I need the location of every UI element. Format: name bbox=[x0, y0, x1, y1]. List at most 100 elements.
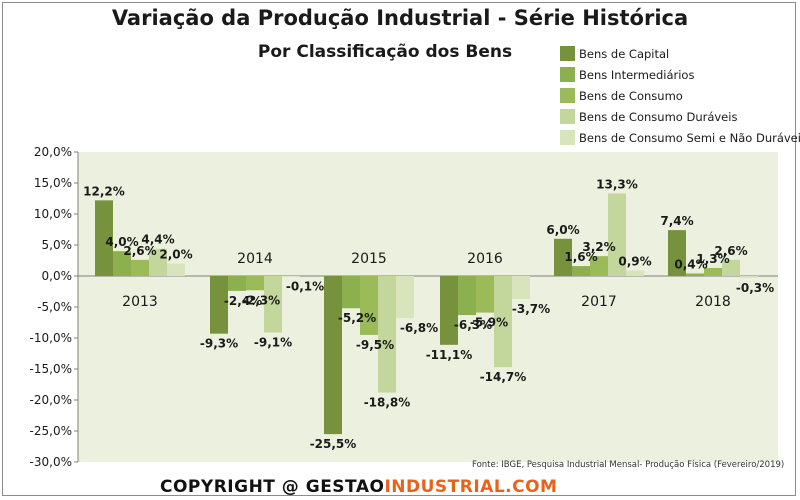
bar bbox=[324, 276, 342, 435]
bar bbox=[131, 259, 149, 276]
data-label: 1,3% bbox=[696, 252, 729, 266]
chart-title: Variação da Produção Industrial - Série … bbox=[111, 6, 689, 30]
data-label: -18,8% bbox=[364, 396, 411, 410]
data-labels: 12,2%-9,3%-25,5%-11,1%6,0%7,4%4,0%-2,4%-… bbox=[83, 178, 774, 452]
legend-swatch bbox=[560, 46, 575, 61]
legend-swatch bbox=[560, 109, 575, 124]
data-label: 1,6% bbox=[564, 250, 597, 264]
y-tick-label: 0,0% bbox=[42, 269, 73, 283]
bar bbox=[246, 276, 264, 291]
bar bbox=[378, 276, 396, 393]
y-tick-label: -10,0% bbox=[30, 331, 72, 345]
legend-swatch bbox=[560, 130, 575, 145]
data-label: 7,4% bbox=[660, 214, 693, 228]
bar bbox=[494, 276, 512, 368]
legend-label: Bens de Consumo Semi e Não Duráveis bbox=[579, 131, 800, 145]
bar bbox=[264, 276, 282, 333]
data-label: 2,6% bbox=[123, 244, 156, 258]
bar bbox=[228, 276, 246, 291]
y-tick-label: 5,0% bbox=[42, 238, 73, 252]
bar bbox=[512, 276, 530, 299]
data-label: -2,3% bbox=[242, 293, 280, 307]
chart-subtitle: Por Classificação dos Bens bbox=[257, 42, 513, 62]
bar bbox=[572, 266, 590, 276]
category-label: 2014 bbox=[237, 251, 273, 267]
data-label: -0,1% bbox=[286, 280, 324, 294]
data-label: 13,3% bbox=[596, 178, 638, 192]
bar bbox=[210, 276, 228, 334]
bar bbox=[608, 193, 626, 276]
data-label: -6,8% bbox=[400, 321, 438, 335]
legend-swatch bbox=[560, 67, 575, 82]
y-tick-label: -15,0% bbox=[30, 362, 72, 376]
bar bbox=[360, 276, 378, 335]
y-tick-label: -30,0% bbox=[30, 455, 72, 469]
source-note: Fonte: IBGE, Pesquisa Industrial Mensal-… bbox=[472, 460, 785, 470]
legend-label: Bens de Capital bbox=[579, 47, 669, 61]
bar bbox=[686, 273, 704, 276]
category-labels: 2013 2014 2015 2016 2017 2018 bbox=[122, 251, 731, 310]
y-tick-label: -5,0% bbox=[37, 300, 72, 314]
bar bbox=[704, 267, 722, 276]
copyright-watermark: COPYRIGHT @ GESTAOINDUSTRIAL.COM bbox=[160, 477, 557, 497]
legend: Bens de Capital Bens Intermediários Bens d… bbox=[560, 46, 800, 145]
copyright-prefix: COPYRIGHT @ bbox=[160, 477, 306, 497]
bar bbox=[342, 276, 360, 309]
data-label: -9,3% bbox=[200, 337, 238, 351]
bars bbox=[95, 193, 758, 435]
legend-swatch bbox=[560, 88, 575, 103]
y-tick-label: 15,0% bbox=[34, 176, 72, 190]
bar bbox=[458, 276, 476, 316]
bar bbox=[282, 276, 300, 277]
data-label: -2,4% bbox=[224, 294, 262, 308]
bar bbox=[95, 200, 113, 276]
category-label: 2017 bbox=[581, 294, 617, 310]
data-label: -14,7% bbox=[480, 370, 527, 384]
data-label: -6,3% bbox=[454, 318, 492, 332]
data-label: -25,5% bbox=[310, 437, 357, 451]
bar bbox=[626, 270, 644, 276]
data-label: 4,0% bbox=[105, 235, 138, 249]
y-tick-label: -25,0% bbox=[30, 424, 72, 438]
legend-label: Bens de Consumo bbox=[579, 89, 683, 103]
data-label: 2,6% bbox=[714, 244, 747, 258]
data-label: -3,7% bbox=[512, 302, 550, 316]
data-label: -11,1% bbox=[426, 348, 473, 362]
category-label: 2013 bbox=[122, 294, 158, 310]
bar bbox=[722, 259, 740, 276]
copyright-brand-part2: INDUSTRIAL.COM bbox=[384, 477, 558, 497]
bar bbox=[590, 256, 608, 276]
bar bbox=[476, 276, 494, 313]
bar bbox=[167, 263, 185, 276]
data-label: -5,9% bbox=[470, 316, 508, 330]
copyright-brand-part1: GESTAO bbox=[305, 477, 385, 497]
data-label: 2,0% bbox=[159, 248, 192, 262]
data-label: 12,2% bbox=[83, 184, 125, 198]
plot-area bbox=[78, 152, 778, 462]
y-axis: 20,0% 15,0% 10,0% 5,0% 0,0% -5,0% -10,0% -15,0%… bbox=[30, 145, 778, 469]
y-tick-label: -20,0% bbox=[30, 393, 72, 407]
data-label: 4,4% bbox=[141, 233, 174, 247]
bar bbox=[554, 238, 572, 276]
data-label: -5,2% bbox=[338, 311, 376, 325]
bar bbox=[113, 251, 131, 276]
y-tick-label: 20,0% bbox=[34, 145, 72, 159]
bar bbox=[740, 276, 758, 278]
bar bbox=[396, 276, 414, 319]
category-label: 2016 bbox=[467, 251, 503, 267]
category-label: 2018 bbox=[695, 294, 731, 310]
bar bbox=[440, 276, 458, 345]
data-label: -9,1% bbox=[254, 335, 292, 349]
bar bbox=[149, 248, 167, 276]
data-label: 6,0% bbox=[546, 223, 579, 237]
data-label: 3,2% bbox=[582, 240, 615, 254]
bar bbox=[668, 230, 686, 276]
category-label: 2015 bbox=[351, 251, 387, 267]
legend-label: Bens de Consumo Duráveis bbox=[579, 110, 737, 124]
data-label: 0,4% bbox=[674, 258, 707, 272]
legend-label: Bens Intermediários bbox=[579, 68, 694, 82]
data-label: 0,9% bbox=[618, 254, 651, 268]
y-tick-label: 10,0% bbox=[34, 207, 72, 221]
